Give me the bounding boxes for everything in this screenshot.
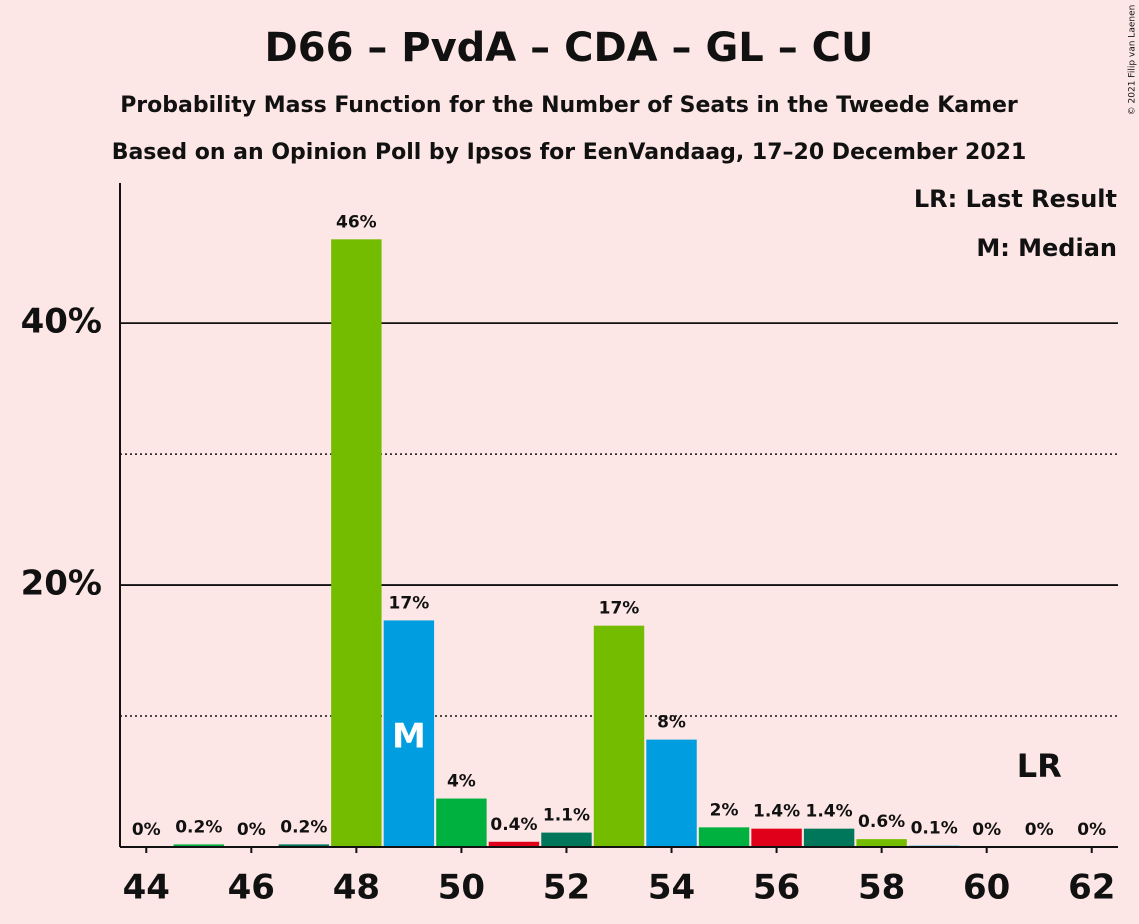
value-label: 17% [599,599,640,619]
value-label: 0% [237,820,266,840]
value-label: 0.1% [911,819,958,839]
bar [593,625,645,847]
x-tick-label: 48 [333,868,380,908]
value-label: 0% [1025,820,1054,840]
bar [803,828,855,847]
bar [173,844,225,847]
x-tick-label: 46 [228,868,275,908]
chart-subtitle: Based on an Opinion Poll by Ipsos for Ee… [112,140,1027,165]
x-tick-label: 60 [963,868,1010,908]
bar [488,841,540,847]
legend-entry: LR: Last Result [914,185,1117,213]
x-tick-label: 58 [858,868,905,908]
value-label: 17% [389,593,430,613]
bar [856,839,907,847]
value-label: 8% [657,713,686,733]
copyright: © 2021 Filip van Laenen [1128,5,1138,116]
median-marker: M [392,717,426,757]
bar [278,844,330,847]
value-label: 0.6% [858,812,905,832]
legend-entry: M: Median [976,234,1117,262]
value-label: 1.1% [543,806,590,826]
x-tick-label: 50 [438,868,485,908]
value-label: 46% [336,212,377,232]
bar [436,798,487,847]
value-label: 0.2% [175,817,222,837]
bar [541,832,592,847]
x-tick-label: 62 [1068,868,1115,908]
last-result-marker: LR [1017,747,1062,785]
value-label: 0.4% [490,815,537,835]
value-label: 0% [972,820,1001,840]
x-tick-label: 54 [648,868,695,908]
value-label: 0% [1077,820,1106,840]
y-tick-label: 20% [21,564,102,604]
value-label: 1.4% [753,802,800,822]
x-tick-label: 56 [753,868,800,908]
bar [646,739,697,847]
value-label: 4% [447,772,476,792]
chart-subtitle: Probability Mass Function for the Number… [120,93,1018,118]
value-label: 0.2% [280,817,327,837]
value-label: 1.4% [806,802,853,822]
bar [383,620,435,847]
chart-title: D66 – PvdA – CDA – GL – CU [265,25,874,71]
value-label: 0% [132,820,161,840]
y-tick-label: 40% [21,302,102,342]
bar [698,827,750,847]
bar [751,828,802,847]
x-tick-label: 52 [543,868,590,908]
value-label: 2% [710,800,739,820]
x-tick-label: 44 [123,868,170,908]
bar [331,239,382,848]
